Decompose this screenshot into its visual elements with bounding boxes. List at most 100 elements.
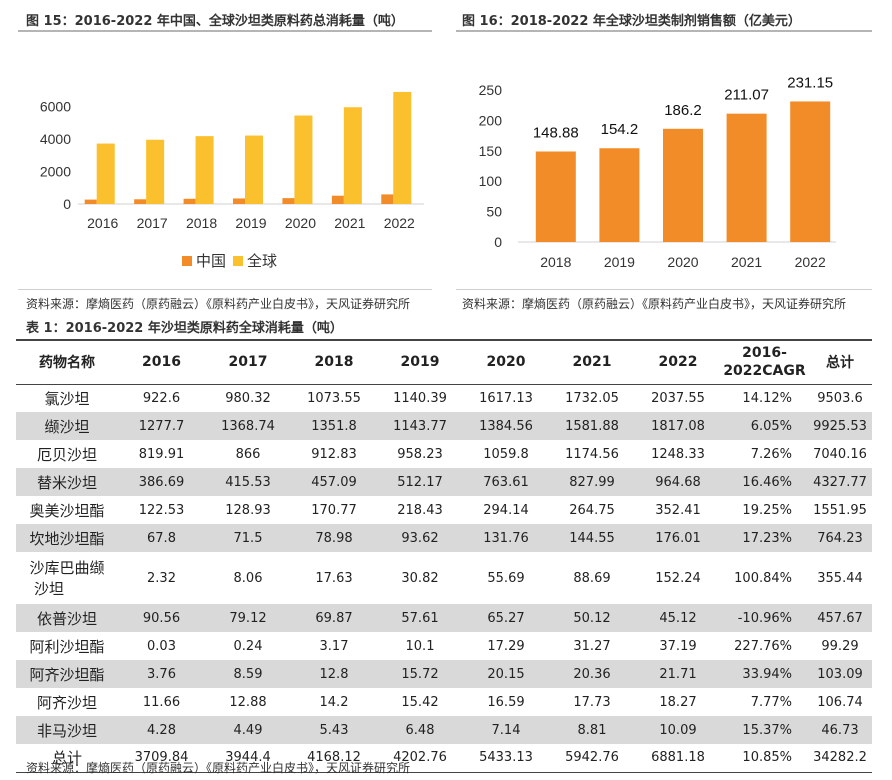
table-source: 资料来源：摩熵医药（原药融云）《原料药产业白皮书》，天风证券研究所: [26, 761, 411, 775]
cell-cagr: 6.05%: [750, 418, 792, 434]
table-header-row: 药物名称 2016 2017 2018 2019 2020 2021 2022 …: [16, 340, 872, 384]
bar-china: [381, 194, 394, 204]
cell-cagr: -10.96%: [737, 610, 792, 626]
cell-2020: 1384.56: [479, 418, 533, 434]
bar-china: [134, 199, 147, 204]
y-tick-label: 0: [494, 234, 502, 250]
x-tick-label: 2018: [186, 215, 217, 231]
cell-2022: 176.01: [655, 530, 701, 546]
cell-2019: 93.62: [401, 530, 439, 546]
table-row: 奥美沙坦酯 122.53 128.93 170.77 218.43 294.14 264.7…: [16, 496, 872, 524]
cell-2020: 65.27: [487, 610, 525, 626]
table-row: 厄贝沙坦 819.91 866 912.83 958.23 1059.8 1174.56 12…: [16, 440, 872, 468]
bar-global: [96, 143, 115, 204]
x-tick-label: 2020: [285, 215, 316, 231]
cell-2016: 3.76: [147, 666, 176, 682]
cell-2018: 170.77: [311, 502, 357, 518]
header-2022: 2022: [658, 354, 698, 371]
cell-2021: 17.73: [573, 694, 611, 710]
table-row: 阿齐沙坦 11.66 12.88 14.2 15.42 16.59 17.73 18.27 7.…: [16, 688, 872, 716]
cell-2021: 1732.05: [565, 390, 619, 406]
cell-2020: 5433.13: [479, 750, 533, 766]
legend-label: 中国: [196, 252, 226, 270]
header-2021: 2021: [572, 354, 612, 371]
x-tick-label: 2019: [604, 254, 635, 270]
x-tick-label: 2022: [384, 215, 415, 231]
cell-2016: 0.03: [147, 638, 176, 654]
x-tick-label: 2018: [540, 254, 571, 270]
cell-total: 99.29: [821, 638, 859, 654]
x-tick-label: 2022: [795, 254, 826, 270]
y-tick-label: 2000: [40, 163, 71, 179]
cell-cagr: 7.77%: [750, 694, 792, 710]
cell-2021: 264.75: [569, 502, 615, 518]
cell-2019: 1143.77: [393, 418, 447, 434]
data-label: 148.88: [533, 124, 579, 141]
cell-2017: 8.59: [233, 666, 263, 682]
bar-china: [183, 198, 196, 204]
cell-2016: 922.6: [142, 390, 181, 406]
cell-2021: 5942.76: [565, 750, 619, 766]
cell-2019: 15.42: [401, 694, 439, 710]
figure-16-rule: [456, 30, 872, 32]
table-row: 沙库巴曲缬 沙坦 2.32 8.06 17.63 30.82 55.69 88.69 152.2…: [16, 552, 872, 604]
cell-2018: 912.83: [311, 446, 357, 462]
cell-2020: 55.69: [487, 570, 525, 586]
cell-total: 457.67: [817, 610, 863, 626]
cell-2020: 17.29: [487, 638, 525, 654]
cell-2016: 1277.7: [138, 418, 185, 434]
table-row: 非马沙坦 4.28 4.49 5.43 6.48 7.14 8.81 10.09 15.37% 4…: [16, 716, 872, 744]
cell-cagr: 15.37%: [742, 722, 792, 738]
cell-drug-name: 依普沙坦: [36, 609, 97, 628]
y-tick-label: 150: [479, 143, 503, 159]
cell-2016: 386.69: [138, 474, 185, 490]
y-tick-label: 50: [486, 204, 502, 220]
bar-sales: [726, 113, 767, 243]
cell-cagr: 7.26%: [750, 446, 792, 462]
table-title: 表 1：2016-2022 年沙坦类原料药全球消耗量（吨）: [26, 321, 343, 336]
cell-2020: 16.59: [487, 694, 525, 710]
cell-2016: 67.8: [147, 530, 176, 546]
cell-2021: 1581.88: [565, 418, 619, 434]
y-tick-label: 0: [63, 196, 71, 212]
cell-2020: 7.14: [491, 722, 521, 738]
chart-15: 0 2000 4000 6000 2016 2017 2018 2019 2020 2021 202…: [40, 91, 424, 270]
y-tick-label: 250: [479, 82, 503, 98]
cell-2018: 69.87: [315, 610, 353, 626]
figure-15-source: 资料来源：摩熵医药（原药融云）《原料药产业白皮书》，天风证券研究所: [26, 297, 411, 311]
cell-2018: 12.8: [319, 666, 349, 682]
cell-drug-name: 总计: [51, 749, 82, 768]
bar-global: [146, 139, 165, 204]
y-tick-label: 100: [479, 173, 503, 189]
cell-2019: 4202.76: [393, 750, 447, 766]
cell-2017: 415.53: [225, 474, 271, 490]
cell-cagr: 19.25%: [742, 502, 792, 518]
table-row: 总计 3709.84 3944.4 4168.12 4202.76 5433.13 5942…: [16, 744, 872, 772]
bar-china: [233, 198, 245, 204]
cell-2022: 352.41: [655, 502, 701, 518]
cell-2018: 5.43: [319, 722, 349, 738]
data-label: 186.2: [664, 102, 702, 119]
cell-2020: 294.14: [483, 502, 529, 518]
cell-cagr: 14.12%: [742, 390, 792, 406]
cell-2019: 6.48: [405, 722, 435, 738]
bar-global: [245, 135, 263, 204]
cell-2019: 30.82: [401, 570, 439, 586]
cell-2016: 122.53: [138, 502, 185, 518]
cell-2017: 71.5: [233, 530, 263, 546]
cell-2018: 4168.12: [307, 750, 361, 766]
cell-2020: 1617.13: [479, 390, 533, 406]
header-cagr-line2: 2022CAGR: [723, 363, 806, 380]
cell-2017: 3944.4: [225, 750, 271, 766]
header-2018: 2018: [314, 354, 354, 371]
cell-total: 7040.16: [813, 446, 867, 462]
cell-2022: 1817.08: [651, 418, 705, 434]
header-2017: 2017: [228, 354, 268, 371]
x-tick-label: 2021: [334, 215, 365, 231]
figure-16-source: 资料来源：摩熵医药（原药融云）《原料药产业白皮书》，天风证券研究所: [462, 297, 847, 311]
bar-global: [195, 136, 214, 204]
cell-total: 9925.53: [813, 418, 867, 434]
cell-drug-name: 奥美沙坦酯: [29, 501, 105, 520]
bar-china: [331, 195, 344, 204]
cell-2017: 1368.74: [221, 418, 275, 434]
